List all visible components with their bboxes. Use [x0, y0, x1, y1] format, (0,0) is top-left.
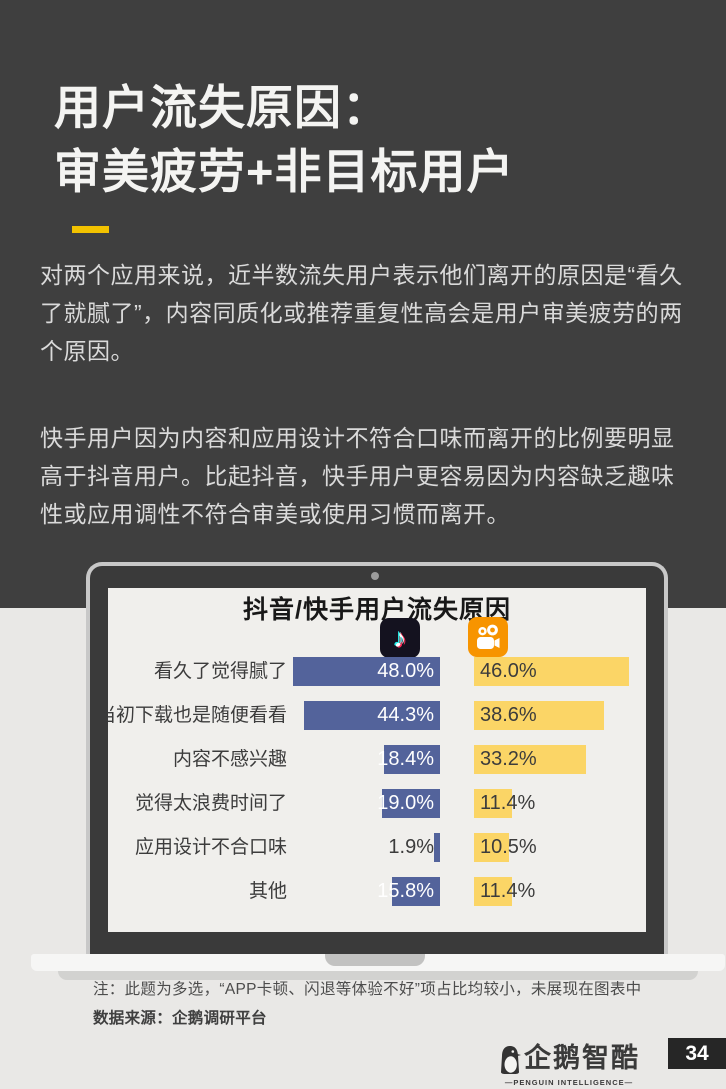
kuaishou-bar [474, 833, 509, 862]
douyin-value-label: 44.3% [377, 704, 434, 726]
music-note-icon: ♪ [393, 622, 407, 653]
category-label: 应用设计不合口味 [134, 837, 287, 858]
kuaishou-bar [474, 877, 512, 906]
kuaishou-bar [474, 657, 629, 686]
kuaishou-value-label: 11.4% [480, 880, 536, 902]
douyin-bar [304, 701, 440, 730]
kuaishou-value-label: 46.0% [480, 660, 537, 682]
kuaishou-app-icon [468, 617, 508, 657]
title-line2: 审美疲劳+非目标用户 [54, 145, 515, 198]
douyin-bar [392, 877, 440, 906]
laptop-base-shadow [58, 971, 698, 980]
douyin-bar [293, 657, 440, 686]
douyin-bar [384, 745, 440, 774]
video-camera-icon [477, 624, 500, 649]
douyin-bar [434, 833, 440, 862]
kuaishou-value-label: 33.2% [480, 748, 537, 770]
chart-row: 应用设计不合口味 1.9% 10.5% [108, 833, 646, 862]
chart-row: 内容不感兴趣 18.4% 33.2% [108, 745, 646, 774]
chart-row: 当初下载也是随便看看 44.3% 38.6% [108, 701, 646, 730]
kuaishou-bar [474, 745, 586, 774]
chart-row: 觉得太浪费时间了 19.0% 11.4% [108, 789, 646, 818]
category-label: 内容不感兴趣 [172, 749, 287, 770]
title-line1: 用户流失原因： [54, 81, 390, 134]
kuaishou-value-label: 38.6% [480, 704, 537, 726]
paragraph-2: 快手用户因为内容和应用设计不符合口味而离开的比例要明显高于抖音用户。比起抖音，快… [40, 425, 675, 527]
kuaishou-value-label: 11.4% [480, 792, 536, 814]
douyin-value-label: 15.8% [377, 880, 434, 902]
category-label: 其他 [248, 881, 287, 902]
chart-title: 抖音/快手用户流失原因 [243, 596, 511, 624]
page-title: 用户流失原因： 审美疲劳+非目标用户 [54, 76, 694, 204]
chart-row: 其他 15.8% 11.4% [108, 877, 646, 906]
chart-footnote: 注：此题为多选，“APP卡顿、闪退等体验不好”项占比均较小，未展现在图表中 [93, 981, 642, 998]
douyin-value-label: 18.4% [377, 748, 434, 770]
category-label: 当初下载也是随便看看 [108, 705, 287, 726]
kuaishou-bar [474, 701, 604, 730]
laptop-base-notch [325, 954, 425, 966]
data-source: 数据来源：企鹅调研平台 [93, 1010, 267, 1027]
paragraph-1: 对两个应用来说，近半数流失用户表示他们离开的原因是“看久了就腻了”，内容同质化或… [40, 262, 683, 364]
douyin-app-icon: ♪ [380, 618, 420, 658]
douyin-value-label: 19.0% [377, 792, 434, 814]
kuaishou-bar [474, 789, 512, 818]
category-label: 看久了觉得腻了 [153, 661, 287, 682]
chart-row: 看久了觉得腻了 48.0% 46.0% [108, 657, 646, 686]
laptop-camera-dot [371, 572, 379, 580]
kuaishou-value-label: 10.5% [480, 836, 537, 858]
douyin-bar [382, 789, 440, 818]
douyin-value-label: 48.0% [377, 660, 434, 682]
brand-subtitle: —PENGUIN INTELLIGENCE— [504, 1078, 634, 1087]
brand-logo: 企鹅智酷 —PENGUIN INTELLIGENCE— [498, 1036, 640, 1087]
hero-section: 用户流失原因： 审美疲劳+非目标用户 对两个应用来说，近半数流失用户表示他们离开的… [0, 0, 726, 608]
category-label: 觉得太浪费时间了 [134, 793, 287, 814]
title-accent-dash [72, 226, 109, 233]
page-number-badge: 34 [668, 1038, 726, 1069]
brand-name: 企鹅智酷 [524, 1043, 640, 1073]
douyin-value-label: 1.9% [388, 836, 434, 858]
laptop-screen: 抖音/快手用户流失原因 ♪ 看久了觉得腻了 48.0% 46.0% 当初下载也是随便看… [108, 588, 646, 932]
penguin-icon [501, 1046, 521, 1074]
